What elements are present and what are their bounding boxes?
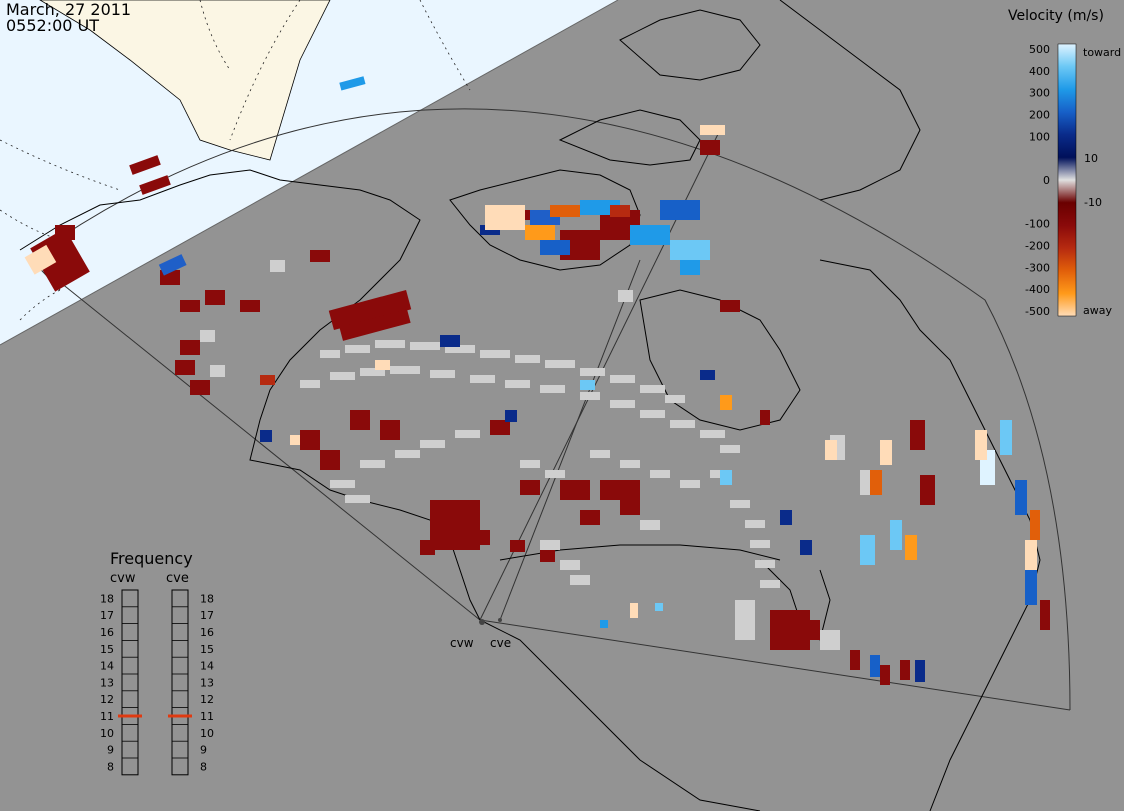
colorbar-tick-label: -300	[1025, 261, 1050, 274]
radar-label-cvw: cvw	[450, 636, 474, 650]
velocity-colorbar: Velocity (m/s) 500400300200100100-10-100…	[1008, 8, 1121, 318]
echoes-away	[30, 140, 1050, 685]
radar-label-cve: cve	[490, 636, 511, 650]
frequency-column-cve-label: cve	[166, 571, 189, 586]
colorbar-tick-label: 100	[1029, 130, 1050, 143]
colorbar-tick-label: 10	[1084, 152, 1098, 165]
frequency-tick-label: 13	[100, 676, 114, 689]
frequency-tick-label: 17	[200, 609, 214, 622]
frequency-tick-label: 14	[100, 660, 114, 673]
frequency-tick-label: 16	[100, 626, 114, 639]
frequency-tick-label: 12	[100, 693, 114, 706]
colorbar-tick-label: 300	[1029, 87, 1050, 100]
time-label: 0552:00 UT	[6, 16, 100, 35]
colorbar-tick-label: 500	[1029, 43, 1050, 56]
colorbar-tick-label: -10	[1084, 196, 1102, 209]
frequency-tick-label: 18	[100, 592, 114, 605]
colorbar-toward-label: toward	[1083, 46, 1121, 59]
colorbar-tick-label: -500	[1025, 305, 1050, 318]
frequency-tick-label: 8	[107, 760, 114, 773]
frequency-tick-label: 13	[200, 676, 214, 689]
colorbar-tick-label: -100	[1025, 218, 1050, 231]
frequency-column-box	[121, 589, 139, 776]
terminator-line	[0, 0, 619, 346]
frequency-tick-label: 18	[200, 592, 214, 605]
echoes-away-strong	[24, 125, 1040, 618]
colorbar-tick-label: -400	[1025, 283, 1050, 296]
frequency-tick-label: 14	[200, 660, 214, 673]
date-label: March, 27 2011	[6, 0, 132, 19]
ground-scatter	[200, 260, 875, 650]
frequency-tick-label: 9	[200, 744, 207, 757]
colorbar-tick-label: 200	[1029, 109, 1050, 122]
frequency-tick-label: 10	[200, 727, 214, 740]
frequency-panel: Frequency cvw cve 18 17 16 15 14 13 12 11 10 9 8 18…	[100, 549, 214, 776]
frequency-tick-label: 11	[100, 710, 114, 723]
frequency-tick-label: 16	[200, 626, 214, 639]
frequency-tick-label: 17	[100, 609, 114, 622]
frequency-column-box	[171, 589, 189, 776]
colorbar-scale	[1057, 43, 1077, 317]
colorbar-away-label: away	[1083, 304, 1112, 317]
radar-site-cve: cve	[490, 618, 511, 650]
colorbar-tick-label: 400	[1029, 65, 1050, 78]
daylight-land	[39, 0, 331, 161]
frequency-tick-label: 15	[200, 643, 214, 656]
radar-site-cvw: cvw	[450, 619, 485, 650]
frequency-title: Frequency	[110, 549, 193, 568]
frequency-tick-label: 12	[200, 693, 214, 706]
frequency-column-cvw-label: cvw	[110, 571, 136, 586]
frequency-tick-label: 8	[200, 760, 207, 773]
frequency-tick-label: 10	[100, 727, 114, 740]
colorbar-tick-label: 0	[1043, 174, 1050, 187]
frequency-tick-label: 11	[200, 710, 214, 723]
colorbar-title: Velocity (m/s)	[1008, 8, 1104, 24]
frequency-tick-label: 9	[107, 744, 114, 757]
frequency-tick-label: 15	[100, 643, 114, 656]
colorbar-tick-label: -200	[1025, 240, 1050, 253]
